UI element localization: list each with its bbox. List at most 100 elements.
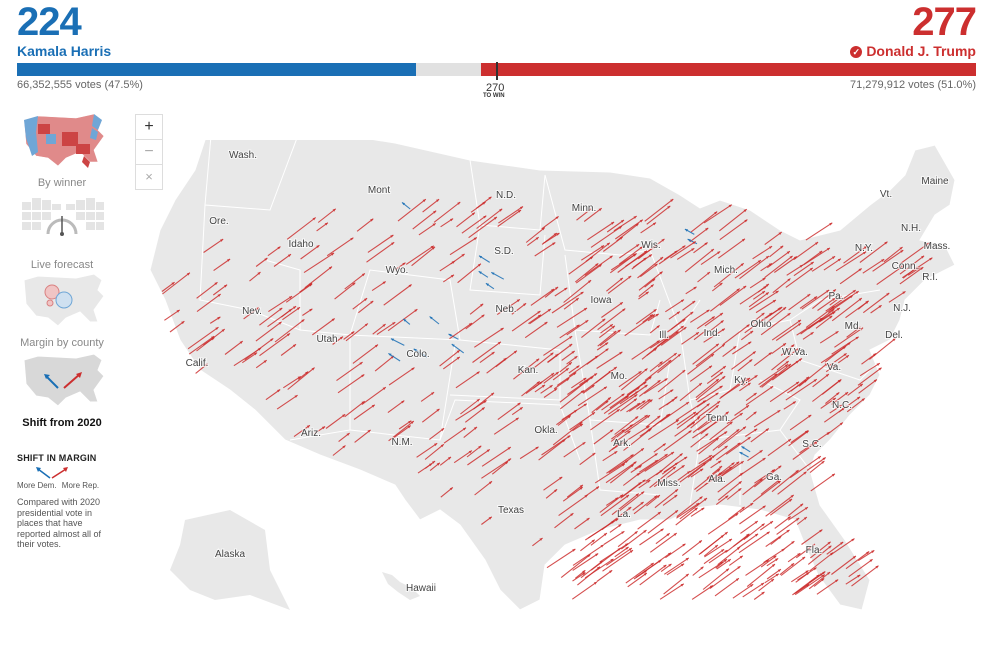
shift-arrowhead [656, 325, 660, 329]
shift-arrow [213, 258, 231, 272]
shift-arrow [707, 512, 739, 535]
shift-arrow [560, 553, 591, 579]
shift-arrow [624, 314, 656, 337]
zoom-in-button[interactable]: + [136, 115, 162, 140]
shift-arrow [554, 512, 574, 529]
reset-zoom-button[interactable]: × [145, 169, 153, 184]
shift-arrowhead [840, 542, 844, 545]
shift-arrowhead [795, 348, 799, 352]
shift-arrowhead [743, 285, 747, 289]
shift-arrow [697, 400, 721, 418]
shift-arrowhead [635, 493, 639, 497]
shift-arrowhead [743, 209, 747, 213]
mode-by-winner[interactable]: By winner [17, 110, 107, 189]
shift-arrow [169, 320, 185, 333]
shift-arrow [619, 398, 638, 412]
shift-arrow [704, 466, 733, 486]
shift-arrow [546, 548, 576, 569]
shift-arrowhead [497, 341, 501, 345]
shift-arrow [689, 365, 713, 382]
legend-dem-arrow [37, 468, 51, 479]
shift-arrowhead [843, 353, 847, 357]
shift-arrow [644, 451, 675, 472]
shift-arrowhead [579, 487, 583, 490]
shift-arrowhead [449, 218, 454, 222]
shift-arrowhead [537, 314, 541, 318]
mode-live-forecast[interactable]: Live forecast [17, 192, 107, 271]
shift-arrowhead [562, 439, 566, 443]
shift-arrow [742, 478, 763, 496]
shift-arrow [464, 406, 486, 423]
legend-rep-arrow [51, 468, 67, 479]
shift-arrowhead [725, 411, 729, 415]
trump-name: Donald J. Trump [866, 43, 976, 59]
shift-arrowhead [666, 533, 670, 537]
shift-arrow [714, 577, 740, 597]
mode-margin-by-county[interactable]: Margin by county [17, 270, 107, 349]
zoom-out-button[interactable]: − [136, 140, 162, 165]
shift-arrow [771, 360, 800, 381]
shift-arrow [460, 398, 481, 415]
shift-arrowhead [422, 199, 426, 203]
shift-arrowhead [714, 545, 718, 548]
shift-arrowhead [826, 290, 830, 293]
shift-arrowhead [659, 271, 663, 275]
shift-arrow [828, 352, 847, 367]
shift-arrow [607, 275, 632, 294]
shift-arrow [577, 566, 601, 586]
shift-arrowhead [555, 286, 559, 290]
shift-arrow [568, 256, 594, 275]
shift-arrow [825, 391, 840, 405]
shift-arrowhead [305, 371, 309, 375]
shift-arrowhead [278, 321, 282, 325]
us-shift-map[interactable]: Wash. Ore. Calif. Nev. Idaho Mont Wyo. Utah Ariz… [140, 140, 986, 650]
shift-arrowhead [685, 402, 689, 405]
shift-arrow [753, 465, 782, 488]
shift-arrowhead [650, 284, 654, 288]
shift-arrowhead [703, 498, 707, 501]
state-label: Md. [845, 321, 862, 332]
shift-arrowhead [215, 327, 219, 330]
shift-arrowhead [600, 544, 604, 548]
shift-arrow [815, 315, 833, 329]
shift-arrow [872, 249, 904, 272]
shift-arrow [532, 372, 555, 389]
shift-arrowhead [679, 453, 683, 457]
shift-arrow [552, 367, 570, 381]
shift-arrow [649, 466, 677, 489]
shift-arrow [732, 583, 754, 599]
shift-arrowhead [694, 507, 698, 511]
shift-arrowhead [625, 547, 629, 550]
shift-arrow [793, 241, 819, 261]
shift-arrowhead [822, 457, 826, 461]
shift-arrow [816, 579, 839, 595]
shift-arrow [476, 196, 492, 209]
shift-arrowhead [569, 344, 573, 347]
shift-arrow [633, 495, 658, 515]
shift-arrow [704, 312, 724, 327]
shift-arrowhead [610, 558, 614, 562]
shift-arrow [785, 378, 818, 401]
shift-arrowhead [929, 257, 933, 261]
shift-arrowhead [803, 517, 807, 520]
shift-arrowhead [659, 470, 663, 473]
shift-arrowhead [653, 348, 657, 352]
mode-shift-from-2020[interactable]: Shift from 2020 [17, 350, 107, 429]
shift-arrow [843, 245, 868, 264]
shift-arrowhead [775, 573, 779, 577]
shift-arrowhead [720, 417, 724, 421]
shift-arrow [280, 343, 297, 356]
shift-arrowhead [676, 311, 680, 315]
shift-arrow [618, 246, 644, 265]
shift-arrowhead [456, 356, 460, 360]
shift-arrow [455, 371, 480, 389]
shift-arrowhead [411, 367, 415, 371]
shift-arrow [728, 506, 745, 520]
shift-arrow [559, 379, 589, 403]
shift-arrow [737, 533, 759, 549]
shift-arrowhead [728, 204, 732, 208]
shift-arrowhead [279, 307, 283, 311]
shift-arrow [848, 558, 873, 578]
shift-arrowhead [292, 344, 296, 348]
shift-arrowhead [866, 551, 870, 555]
